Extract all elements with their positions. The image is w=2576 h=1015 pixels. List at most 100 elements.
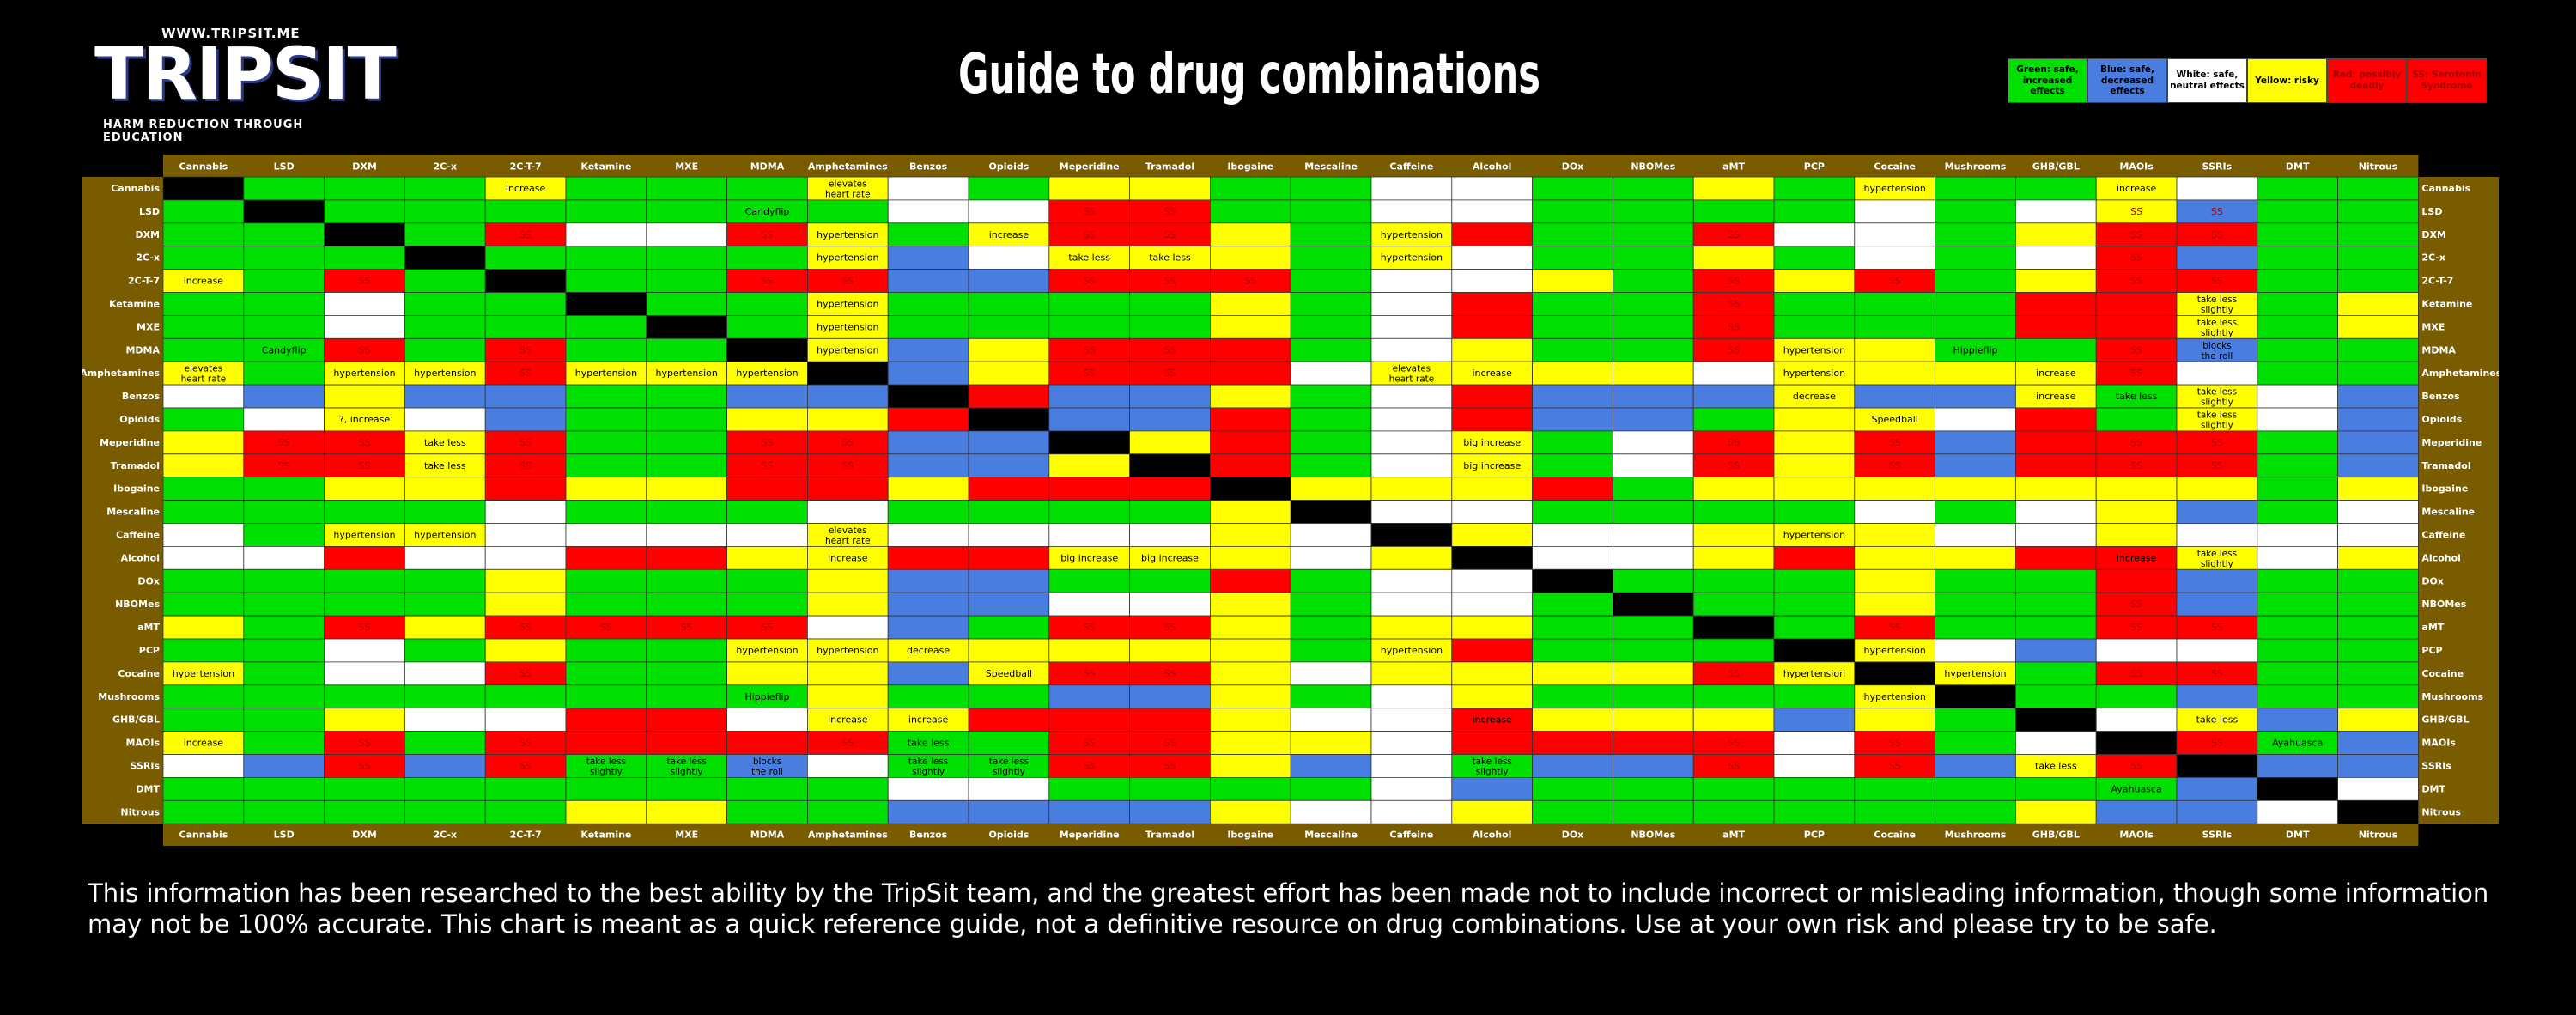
column-header: LSD [274,161,295,173]
grid-cell [1773,314,1856,339]
grid-cell [1129,684,1211,709]
cell-label: SS [841,738,854,749]
grid-cell [324,638,405,663]
column-footer: 2C-x [433,830,457,841]
grid-cell [404,477,486,501]
cell-label: take less slightly [2197,410,2237,430]
grid-cell [968,199,1050,224]
grid-cell [646,500,727,524]
grid-cell [324,568,405,593]
grid-cell [484,337,567,362]
row-label-left: Caffeine [116,529,160,540]
cell-label: big increase [1463,460,1521,471]
cell-label: hypertension [817,321,878,332]
grid-cell [807,337,889,362]
grid-cell [1451,384,1534,409]
cell-label: increase [2036,391,2076,402]
grid-cell [243,799,325,824]
row-label-left: GHB/GBL [112,714,160,726]
cell-label: increase [2036,368,2076,379]
row-label-right: Tramadol [2421,460,2470,471]
grid-cell [1370,269,1453,293]
grid-cell [2337,477,2419,501]
row-label-right: 2C-x [2421,252,2445,264]
cell-label: take less [1068,252,1110,264]
grid-cell [1613,799,1694,824]
grid-cell [1935,708,2016,732]
grid-cell [1692,477,1775,501]
grid-cell [1532,477,1613,501]
cell-label-line: take less [2197,295,2237,305]
grid-cell [1613,638,1694,663]
row-label-right: aMT [2421,622,2444,633]
grid-cell [726,661,808,686]
grid-cell [2095,337,2178,362]
grid-cell [1692,523,1775,547]
grid-cell [243,384,325,409]
row-label-left: NBOMes [115,599,160,610]
column-header: Meperidine [1060,161,1120,173]
grid-cell [807,684,889,709]
grid-cell [404,384,486,409]
grid-cell [2176,799,2258,824]
grid-cell [2095,477,2178,501]
grid-cell [565,176,647,201]
grid-cell [1773,684,1856,709]
grid-cell [2176,615,2258,640]
grid-cell [1290,545,1372,570]
grid-cell [162,199,245,224]
grid-cell [404,337,486,362]
column-footer: LSD [274,830,295,841]
grid-cell [1532,799,1613,824]
row-label-left: Cannabis [111,183,160,194]
grid-cell [1773,453,1856,478]
grid-cell [2095,754,2178,778]
grid-cell [162,384,245,409]
grid-cell [1935,453,2016,478]
cell-label: hypertension [736,368,798,379]
cell-label: big increase [1060,552,1118,563]
grid-cell [1532,615,1613,640]
grid-cell [404,799,486,824]
grid-cell [162,430,245,455]
grid-cell [887,777,969,801]
cell-label-line: take less [2197,387,2237,398]
grid-cell [887,754,969,778]
grid-cell [1532,731,1613,755]
grid-cell [1935,545,2016,570]
row-label-left: Mescaline [106,507,160,518]
grid-cell [162,269,245,293]
grid-cell [2014,523,2097,547]
grid-cell [1210,477,1291,501]
grid-cell [1854,523,1936,547]
grid-cell [2337,615,2419,640]
cell-label-line: slightly [2201,398,2233,408]
grid-cell [1773,545,1856,570]
grid-cell [1692,545,1775,570]
grid-cell [646,430,727,455]
grid-cell [565,731,647,755]
cell-label: SS [600,622,612,633]
grid-cell [807,799,889,824]
cell-label: SS [2130,229,2142,240]
grid-cell [565,777,647,801]
cell-label: take less slightly [1473,757,1512,777]
grid-cell [484,684,567,709]
row-label-left: aMT [137,622,160,633]
grid-cell [1854,477,1936,501]
cell-label: SS [519,460,532,471]
grid-cell [1370,384,1453,409]
cell-label: hypertension [1783,668,1845,679]
grid-cell [2257,337,2339,362]
cell-label: ?, increase [339,414,390,425]
cell-label: SS [1728,276,1740,287]
column-header: Caffeine [1389,161,1433,173]
grid-cell [324,684,405,709]
grid-cell [2176,337,2258,362]
grid-cell [1048,384,1131,409]
grid-cell [1129,500,1211,524]
grid-cell [2337,453,2419,478]
grid-cell [2014,199,2097,224]
cell-label: decrease [1793,391,1836,402]
cell-label: take less [2035,760,2077,771]
